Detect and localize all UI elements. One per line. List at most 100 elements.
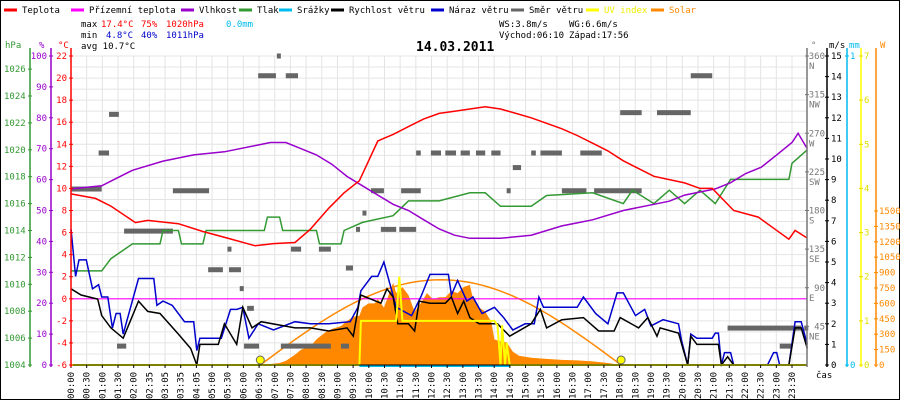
temperature-tick-label: 14	[56, 140, 67, 150]
direction-compass-label: NW	[809, 101, 820, 111]
x-tick-label: 05:30	[224, 372, 234, 399]
x-tick-label: 17:00	[584, 372, 594, 399]
solar-unit: W	[880, 41, 886, 51]
wind-direction-mark	[620, 110, 642, 116]
stat-rain: 0.0mm	[226, 20, 253, 30]
humidity-tick-label: 100	[31, 52, 47, 62]
wind-direction-mark	[318, 246, 331, 252]
wind-direction-mark	[506, 188, 511, 194]
direction-tick-label: 90	[814, 284, 825, 294]
x-tick-label: 16:30	[569, 372, 579, 399]
wind-direction-mark	[117, 343, 127, 349]
x-tick-label: 10:30	[380, 372, 390, 399]
stats-panel: max 17.4°C 75% 1020hPa 0.0mm min 4.8°C 4…	[81, 20, 629, 52]
wind-direction-mark	[276, 53, 281, 59]
x-tick-label: 13:00	[459, 372, 469, 399]
x-tick-label: 12:00	[428, 372, 438, 399]
direction-tick-label: 315	[809, 91, 825, 101]
stat-min-label: min	[81, 31, 97, 41]
x-tick-label: 10:00	[365, 372, 375, 399]
rain-tick-label: 1	[850, 52, 855, 62]
wind-direction-mark	[244, 343, 260, 349]
wind-direction-mark	[258, 73, 276, 79]
x-axis-label: čas	[816, 370, 832, 381]
x-tick-label: 07:30	[286, 372, 296, 399]
x-tick-label: 18:30	[631, 372, 641, 399]
x-tick-label: 17:30	[600, 372, 610, 399]
temperature-tick-label: 8	[62, 207, 67, 217]
temperature-tick-label: 20	[56, 74, 67, 84]
legend-label: Vlhkost	[199, 6, 237, 16]
x-tick-label: 14:00	[490, 372, 500, 399]
wind-direction-mark	[430, 150, 442, 156]
wind-direction-mark	[98, 150, 110, 156]
uv-tick-label: 2	[864, 273, 869, 283]
x-tick-label: 15:00	[522, 372, 532, 399]
solar-tick-label: 750	[879, 284, 895, 294]
solar-tick-label: 1350	[879, 222, 900, 232]
x-tick-label: 13:30	[475, 372, 485, 399]
pressure-tick-label: 1008	[4, 307, 26, 317]
pressure-tick-label: 1022	[4, 119, 26, 129]
humidity-unit: %	[39, 41, 45, 51]
temperature-tick-label: -2	[56, 317, 67, 327]
wind-tick-label: 10	[831, 155, 842, 165]
wind-direction-mark	[540, 150, 562, 156]
x-tick-label: 02:35	[145, 372, 155, 399]
x-tick-label: 08:00	[302, 372, 312, 399]
wind-direction-mark	[460, 150, 470, 156]
humidity-tick-label: 70	[36, 145, 47, 155]
stat-min-pressure: 1011hPa	[166, 31, 204, 41]
direction-tick-label: 225	[809, 168, 825, 178]
x-tick-label: 09:00	[333, 372, 343, 399]
wind-direction-mark	[657, 110, 691, 116]
wind-direction-mark	[399, 226, 417, 232]
wind-tick-label: 1	[831, 340, 836, 350]
legend-label: Tlak	[257, 6, 279, 16]
direction-tick-label: 45	[814, 322, 825, 332]
solar-theoretical-line	[259, 279, 622, 366]
x-tick-label: 20:30	[694, 372, 704, 399]
x-tick-label: 20:00	[678, 372, 688, 399]
solar-tick-label: 150	[879, 346, 895, 356]
series	[70, 53, 809, 367]
wind-tick-label: 7	[831, 217, 836, 227]
humidity-tick-label: 10	[36, 330, 47, 340]
x-tick-label: 23:30	[788, 372, 798, 399]
wind-direction-mark	[172, 188, 210, 194]
humidity-tick-label: 40	[36, 237, 47, 247]
wind-tick-label: 12	[831, 114, 842, 124]
solar-tick-label: 1200	[879, 238, 900, 248]
wind-tick-label: 5	[831, 258, 836, 268]
pressure-tick-label: 1006	[4, 334, 26, 344]
humidity-tick-label: 0	[42, 361, 47, 371]
solar-tick-label: 900	[879, 269, 895, 279]
x-tick-label: 15:30	[537, 372, 547, 399]
wind-direction-mark	[594, 188, 642, 194]
humidity-tick-label: 20	[36, 299, 47, 309]
legend-label: Přízemní teplota	[89, 6, 176, 16]
x-tick-label: 23:00	[772, 372, 782, 399]
direction-tick-label: 135	[809, 245, 825, 255]
wind-tick-label: 8	[831, 196, 836, 206]
x-tick-label: 02:00	[130, 372, 140, 399]
uv-tick-label: 4	[864, 184, 869, 194]
solar-tick-label: 450	[879, 315, 895, 325]
wind-direction-mark	[371, 188, 384, 194]
x-tick-label: 21:00	[710, 372, 720, 399]
wind-direction-mark	[475, 150, 486, 156]
stat-min-temp: 4.8°C	[106, 31, 133, 41]
x-tick-label: 16:00	[553, 372, 563, 399]
wind-direction-mark	[445, 150, 457, 156]
temperature-tick-label: 4	[62, 251, 67, 261]
humidity-tick-label: 80	[36, 114, 47, 124]
pressure-tick-label: 1016	[4, 200, 26, 210]
wind-direction-mark	[491, 150, 501, 156]
pressure-tick-label: 1010	[4, 280, 26, 290]
pressure-tick-label: 1026	[4, 65, 26, 75]
wind-direction-mark	[208, 267, 223, 273]
wind-tick-label: 9	[831, 176, 836, 186]
wind-direction-mark	[247, 305, 254, 311]
temperature-tick-label: 10	[56, 184, 67, 194]
